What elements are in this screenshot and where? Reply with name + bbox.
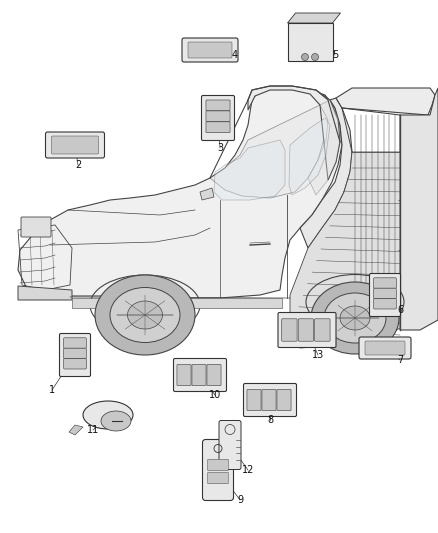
FancyBboxPatch shape bbox=[64, 338, 86, 348]
Ellipse shape bbox=[101, 411, 131, 431]
Polygon shape bbox=[69, 425, 83, 435]
Polygon shape bbox=[289, 118, 330, 195]
FancyBboxPatch shape bbox=[282, 319, 297, 341]
Text: 6: 6 bbox=[397, 305, 403, 315]
FancyBboxPatch shape bbox=[46, 132, 105, 158]
FancyBboxPatch shape bbox=[208, 459, 228, 471]
FancyBboxPatch shape bbox=[287, 23, 332, 61]
FancyBboxPatch shape bbox=[177, 365, 191, 385]
Polygon shape bbox=[287, 13, 340, 23]
Polygon shape bbox=[336, 88, 435, 115]
FancyBboxPatch shape bbox=[278, 312, 336, 348]
FancyBboxPatch shape bbox=[315, 319, 330, 341]
Ellipse shape bbox=[95, 275, 195, 355]
FancyBboxPatch shape bbox=[374, 298, 396, 309]
Ellipse shape bbox=[311, 282, 399, 354]
FancyBboxPatch shape bbox=[207, 365, 221, 385]
Polygon shape bbox=[72, 298, 282, 308]
FancyBboxPatch shape bbox=[192, 365, 206, 385]
Ellipse shape bbox=[324, 293, 386, 343]
Text: 10: 10 bbox=[209, 390, 221, 400]
Text: 3: 3 bbox=[217, 143, 223, 153]
FancyBboxPatch shape bbox=[277, 390, 291, 410]
Text: 1: 1 bbox=[49, 385, 55, 395]
FancyBboxPatch shape bbox=[182, 38, 238, 62]
Ellipse shape bbox=[83, 401, 133, 429]
FancyBboxPatch shape bbox=[244, 384, 297, 416]
Polygon shape bbox=[214, 140, 285, 200]
Polygon shape bbox=[200, 188, 214, 200]
Ellipse shape bbox=[311, 53, 318, 61]
Polygon shape bbox=[300, 98, 352, 248]
FancyBboxPatch shape bbox=[188, 42, 232, 58]
FancyBboxPatch shape bbox=[202, 440, 233, 500]
Text: 8: 8 bbox=[267, 415, 273, 425]
Ellipse shape bbox=[340, 306, 370, 330]
FancyBboxPatch shape bbox=[208, 472, 228, 484]
FancyBboxPatch shape bbox=[64, 359, 86, 369]
FancyBboxPatch shape bbox=[206, 122, 230, 133]
FancyBboxPatch shape bbox=[60, 334, 91, 376]
Text: 7: 7 bbox=[397, 355, 403, 365]
Polygon shape bbox=[18, 286, 72, 300]
FancyBboxPatch shape bbox=[219, 421, 241, 470]
FancyBboxPatch shape bbox=[359, 337, 411, 359]
FancyBboxPatch shape bbox=[201, 95, 234, 141]
Ellipse shape bbox=[127, 301, 162, 329]
FancyBboxPatch shape bbox=[173, 359, 226, 392]
Text: 9: 9 bbox=[237, 495, 243, 505]
FancyBboxPatch shape bbox=[262, 390, 276, 410]
Text: 12: 12 bbox=[242, 465, 254, 475]
Text: 2: 2 bbox=[75, 160, 81, 170]
Polygon shape bbox=[290, 152, 400, 348]
Polygon shape bbox=[248, 86, 340, 180]
FancyBboxPatch shape bbox=[206, 111, 230, 122]
FancyBboxPatch shape bbox=[64, 348, 86, 359]
FancyBboxPatch shape bbox=[370, 273, 400, 317]
FancyBboxPatch shape bbox=[298, 319, 314, 341]
FancyBboxPatch shape bbox=[365, 341, 405, 355]
FancyBboxPatch shape bbox=[52, 136, 99, 154]
Polygon shape bbox=[210, 105, 330, 198]
FancyBboxPatch shape bbox=[374, 278, 396, 288]
Text: 4: 4 bbox=[232, 50, 238, 60]
Polygon shape bbox=[18, 87, 342, 298]
Polygon shape bbox=[308, 100, 340, 195]
Polygon shape bbox=[400, 88, 438, 330]
Ellipse shape bbox=[110, 287, 180, 343]
Ellipse shape bbox=[301, 53, 308, 61]
FancyBboxPatch shape bbox=[206, 100, 230, 111]
FancyBboxPatch shape bbox=[21, 217, 51, 237]
Text: 5: 5 bbox=[332, 50, 338, 60]
Text: 11: 11 bbox=[87, 425, 99, 435]
FancyBboxPatch shape bbox=[247, 390, 261, 410]
FancyBboxPatch shape bbox=[374, 288, 396, 298]
Text: 13: 13 bbox=[312, 350, 324, 360]
